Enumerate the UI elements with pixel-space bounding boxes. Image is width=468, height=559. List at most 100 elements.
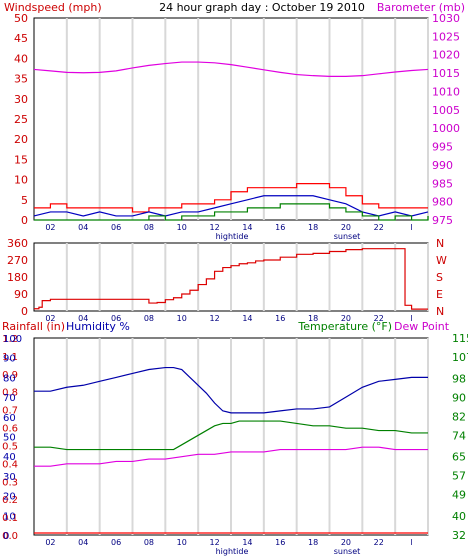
barometer-tick: 975 (432, 214, 453, 227)
compass-tick: W (436, 254, 447, 267)
x-tick-label: 14 (242, 538, 252, 547)
x-tick-label: 08 (144, 223, 154, 232)
temperature-tick: 90 (452, 391, 466, 404)
humidity-tick: 100 (3, 334, 22, 345)
rain-tick: 0.5 (2, 441, 18, 452)
direction-tick: 0 (21, 305, 28, 318)
x-tick-label: 04 (78, 314, 88, 323)
wind-tick: 0 (21, 214, 28, 227)
x-tick-label: 22 (374, 223, 384, 232)
temperature-tick: 65 (452, 451, 466, 464)
x-tick-label: 10 (177, 314, 187, 323)
temperature-axis-title: Temperature (°F) (297, 320, 392, 333)
rain-tick: 0.0 (2, 531, 18, 542)
barometer-tick: 1020 (432, 49, 460, 62)
rainfall-axis-title: Rainfall (in) (2, 320, 65, 333)
wind-tick: 20 (14, 133, 28, 146)
humidity-tick-labels: 0 10 20 30 40 50 60 70 80 90 100 (3, 334, 22, 542)
rain-tick: 0.2 (2, 495, 18, 506)
wind-tick: 25 (14, 113, 28, 126)
x-tick-label: 08 (144, 538, 154, 547)
wind-direction-line (34, 248, 428, 310)
x-tick-label: 12 (209, 223, 219, 232)
x-tick-label: 02 (45, 223, 55, 232)
annotation-sunset-3: sunset (334, 547, 361, 556)
compass-tick: N (436, 305, 444, 318)
direction-tick: 360 (7, 237, 28, 250)
humidity-tick: 60 (3, 413, 16, 424)
barometer-tick: 995 (432, 141, 453, 154)
x-tick-label: 14 (242, 314, 252, 323)
direction-tick: 180 (7, 271, 28, 284)
direction-tick: 270 (7, 254, 28, 267)
barometer-tick: 1030 (432, 12, 460, 25)
humidity-tick: 40 (3, 452, 16, 463)
barometer-tick: 1025 (432, 30, 460, 43)
rain-tick: 0.3 (2, 477, 18, 488)
x-tick-label: 04 (78, 538, 88, 547)
temperature-tick: 49 (452, 489, 466, 502)
barometer-axis-title: Barometer (mb) (377, 1, 465, 14)
x-tick-label: 18 (308, 538, 318, 547)
x-tick-labels-1: 02 04 06 08 10 12 14 16 18 20 22 l (45, 223, 412, 232)
temperature-tick: 57 (452, 470, 466, 483)
x-tick-labels-2: 02 04 06 08 10 12 14 16 18 20 22 l (45, 314, 412, 323)
rain-tick: 0.1 (2, 513, 18, 524)
x-tick-label: 18 (308, 314, 318, 323)
x-tick-label: 12 (209, 314, 219, 323)
x-tick-label: 06 (111, 538, 121, 547)
x-tick-label: 06 (111, 223, 121, 232)
x-tick-label: 16 (275, 314, 285, 323)
humidity-tick: 90 (3, 354, 16, 365)
x-tick-label: 04 (78, 223, 88, 232)
barometer-tick: 1005 (432, 104, 460, 117)
rain-tick: 0.6 (2, 424, 18, 435)
wind-gust-line (34, 183, 428, 213)
barometer-tick: 1010 (432, 85, 460, 98)
humidity-axis-title: Humidity % (66, 320, 130, 333)
x-tick-label: 12 (209, 538, 219, 547)
annotation-hightide-3: hightide (216, 547, 249, 556)
x-tick-label: 14 (242, 223, 252, 232)
x-tick-label: l (410, 223, 412, 232)
wind-tick: 30 (14, 93, 28, 106)
x-tick-label: 08 (144, 314, 154, 323)
temperature-tick: 82 (452, 410, 466, 423)
x-tick-label: 22 (374, 314, 384, 323)
compass-tick: E (436, 288, 443, 301)
rain-tick: 1.1 (2, 352, 18, 363)
barometer-tick: 1000 (432, 122, 460, 135)
wind-axis-title: Windspeed (mph) (4, 1, 102, 14)
humidity-tick: 10 (3, 511, 16, 522)
rain-tick: 1.2 (2, 334, 18, 345)
rain-tick: 0.7 (2, 406, 18, 417)
compass-tick: N (436, 237, 444, 250)
x-tick-label: 22 (374, 538, 384, 547)
humidity-line (34, 366, 428, 414)
wind-tick: 15 (14, 153, 28, 166)
x-tick-label: l (410, 538, 412, 547)
direction-tick-labels: 0 90 180 270 360 (7, 237, 28, 318)
direction-tick: 90 (14, 288, 28, 301)
x-tick-label: 02 (45, 314, 55, 323)
wind-tick: 5 (21, 194, 28, 207)
dew-point-line (34, 446, 428, 467)
rain-tick: 0.9 (2, 370, 18, 381)
humidity-tick: 30 (3, 472, 16, 483)
x-tick-labels-3: 02 04 06 08 10 12 14 16 18 20 22 l (45, 538, 412, 547)
x-tick-label: 16 (275, 223, 285, 232)
rain-tick: 0.8 (2, 388, 18, 399)
rain-tick: 0.4 (2, 459, 18, 470)
temperature-tick: 32 (452, 529, 466, 542)
barometer-tick: 980 (432, 196, 453, 209)
wind-tick: 10 (14, 174, 28, 187)
temperature-tick: 40 (452, 510, 466, 523)
x-tick-label: 20 (341, 314, 351, 323)
annotation-sunset-1: sunset (334, 232, 361, 241)
x-tick-label: 06 (111, 314, 121, 323)
wind-low-line (34, 203, 429, 221)
x-tick-label: 20 (341, 223, 351, 232)
temperature-tick-labels: 32 40 49 57 65 74 82 90 98 107 115 (452, 332, 468, 542)
